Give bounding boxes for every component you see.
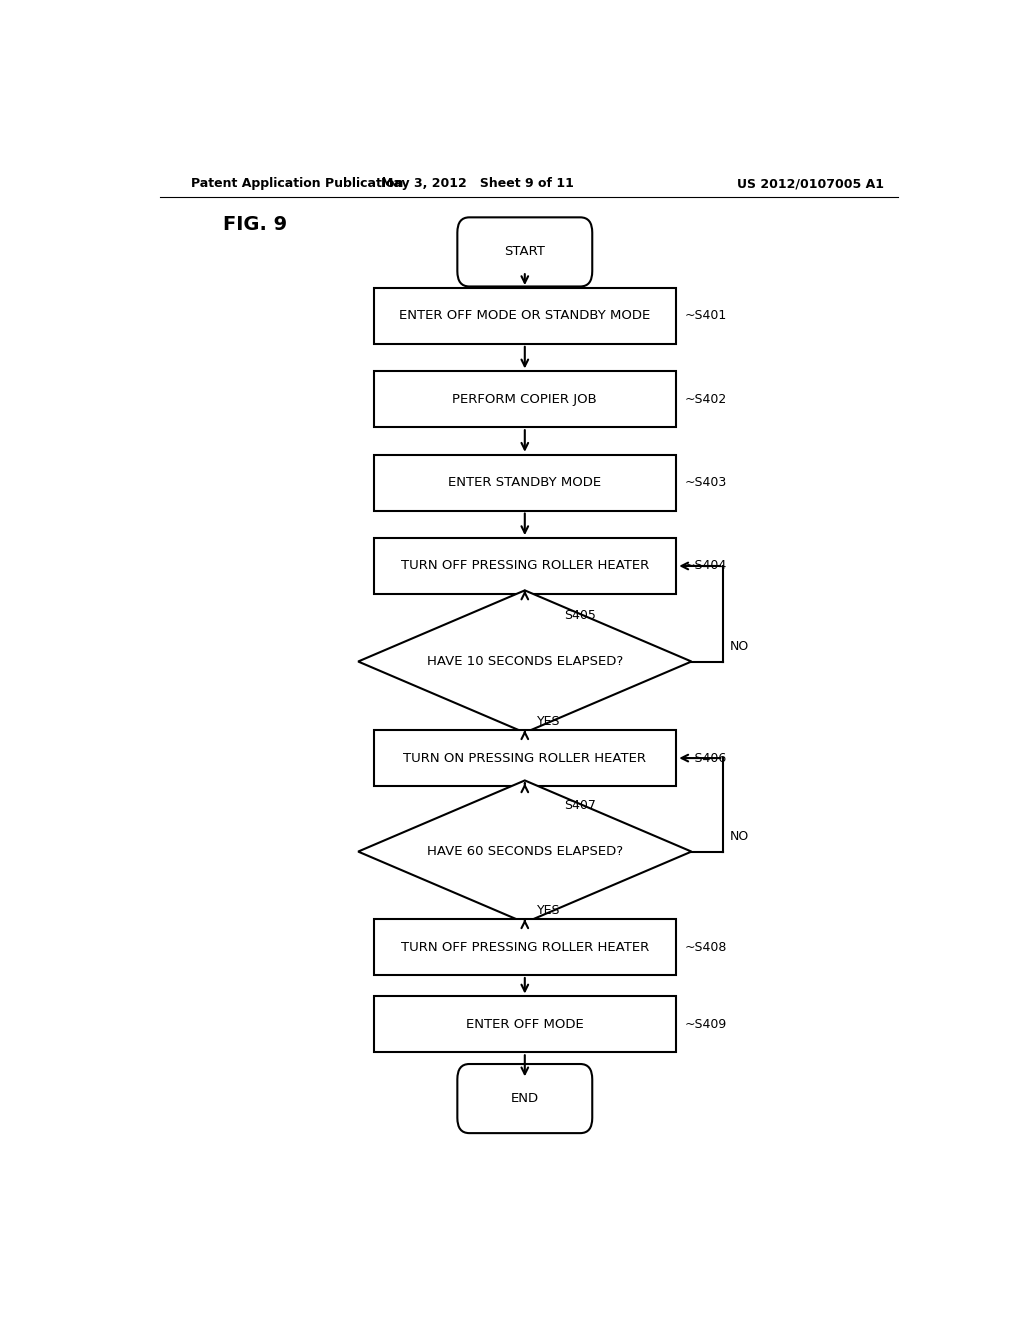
Text: US 2012/0107005 A1: US 2012/0107005 A1 [737, 177, 884, 190]
Text: HAVE 10 SECONDS ELAPSED?: HAVE 10 SECONDS ELAPSED? [427, 655, 623, 668]
Text: S407: S407 [564, 800, 596, 812]
Text: ~S408: ~S408 [685, 941, 727, 953]
Text: PERFORM COPIER JOB: PERFORM COPIER JOB [453, 393, 597, 405]
Text: TURN ON PRESSING ROLLER HEATER: TURN ON PRESSING ROLLER HEATER [403, 751, 646, 764]
FancyBboxPatch shape [458, 218, 592, 286]
Text: YES: YES [537, 904, 560, 917]
Text: ~S401: ~S401 [685, 309, 727, 322]
Text: END: END [511, 1092, 539, 1105]
FancyBboxPatch shape [374, 997, 676, 1052]
Text: ~S406: ~S406 [685, 751, 727, 764]
Text: TURN OFF PRESSING ROLLER HEATER: TURN OFF PRESSING ROLLER HEATER [400, 560, 649, 573]
FancyBboxPatch shape [374, 288, 676, 345]
FancyBboxPatch shape [374, 454, 676, 511]
Text: TURN OFF PRESSING ROLLER HEATER: TURN OFF PRESSING ROLLER HEATER [400, 941, 649, 953]
Polygon shape [358, 780, 691, 923]
FancyBboxPatch shape [374, 919, 676, 975]
FancyBboxPatch shape [374, 371, 676, 428]
Text: ~S403: ~S403 [685, 477, 727, 490]
Text: NO: NO [729, 830, 749, 843]
Polygon shape [358, 590, 691, 733]
Text: ENTER STANDBY MODE: ENTER STANDBY MODE [449, 477, 601, 490]
Text: ~S409: ~S409 [685, 1018, 727, 1031]
Text: START: START [505, 246, 545, 259]
Text: FIG. 9: FIG. 9 [223, 215, 287, 234]
FancyBboxPatch shape [458, 1064, 592, 1133]
Text: ~S404: ~S404 [685, 560, 727, 573]
Text: HAVE 60 SECONDS ELAPSED?: HAVE 60 SECONDS ELAPSED? [427, 845, 623, 858]
Text: May 3, 2012   Sheet 9 of 11: May 3, 2012 Sheet 9 of 11 [381, 177, 573, 190]
FancyBboxPatch shape [374, 539, 676, 594]
Text: Patent Application Publication: Patent Application Publication [191, 177, 403, 190]
Text: ~S402: ~S402 [685, 393, 727, 405]
Text: ENTER OFF MODE: ENTER OFF MODE [466, 1018, 584, 1031]
Text: YES: YES [537, 714, 560, 727]
Text: ENTER OFF MODE OR STANDBY MODE: ENTER OFF MODE OR STANDBY MODE [399, 309, 650, 322]
Text: S405: S405 [564, 610, 596, 623]
FancyBboxPatch shape [374, 730, 676, 785]
Text: NO: NO [729, 640, 749, 653]
